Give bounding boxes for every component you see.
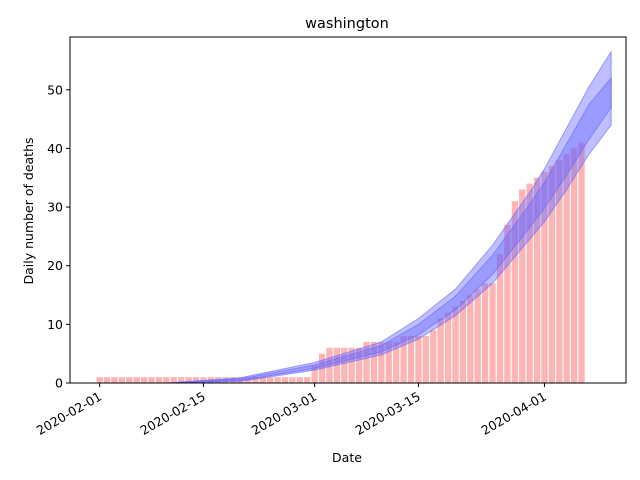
x-axis: 2020-02-01 2020-02-15 2020-03-01 2020-03-15… bbox=[34, 383, 549, 438]
bar bbox=[281, 377, 289, 383]
bar bbox=[459, 300, 467, 383]
bar bbox=[415, 336, 422, 383]
bar bbox=[133, 377, 140, 383]
bar bbox=[155, 377, 163, 383]
bar bbox=[541, 171, 548, 383]
bar bbox=[422, 336, 429, 383]
bar bbox=[103, 377, 111, 383]
bar bbox=[296, 377, 303, 383]
bar bbox=[96, 377, 103, 383]
bar bbox=[111, 377, 118, 383]
x-axis-label: Date bbox=[332, 450, 362, 465]
y-axis-label: Daily number of deaths bbox=[21, 137, 36, 284]
x-tick-label: 2020-04-01 bbox=[479, 389, 549, 438]
x-tick-label: 2020-03-01 bbox=[249, 389, 319, 438]
y-tick-label: 0 bbox=[55, 376, 63, 391]
bar bbox=[148, 377, 155, 383]
bar bbox=[356, 347, 363, 383]
bar bbox=[563, 154, 570, 383]
x-tick-label: 2020-03-15 bbox=[353, 389, 423, 438]
bar bbox=[385, 341, 392, 383]
bar bbox=[170, 377, 177, 383]
bar bbox=[370, 341, 378, 383]
bar bbox=[474, 289, 481, 383]
bar bbox=[192, 377, 200, 383]
bar bbox=[289, 377, 296, 383]
bar bbox=[400, 336, 407, 383]
y-tick-label: 50 bbox=[47, 82, 63, 97]
bar bbox=[326, 347, 333, 383]
bar bbox=[341, 347, 348, 383]
y-tick-label: 30 bbox=[47, 200, 63, 215]
bar bbox=[570, 148, 578, 383]
bar bbox=[378, 341, 385, 383]
y-tick-label: 20 bbox=[47, 258, 63, 273]
bar bbox=[452, 306, 459, 383]
y-tick-label: 40 bbox=[47, 141, 63, 156]
bar bbox=[496, 253, 504, 383]
x-tick-label: 2020-02-15 bbox=[138, 389, 208, 438]
bar bbox=[504, 224, 511, 383]
bar bbox=[274, 377, 281, 383]
bar bbox=[489, 283, 496, 383]
bar bbox=[526, 183, 533, 383]
bar bbox=[311, 365, 318, 383]
bar bbox=[259, 377, 266, 383]
bar bbox=[237, 377, 244, 383]
y-axis: 0 10 20 30 40 50 bbox=[47, 82, 70, 391]
bar bbox=[141, 377, 148, 383]
bar bbox=[185, 377, 192, 383]
chart-title: washington bbox=[305, 16, 389, 32]
bar bbox=[363, 341, 370, 383]
bar bbox=[548, 166, 555, 383]
bar bbox=[163, 377, 170, 383]
bar bbox=[348, 347, 355, 383]
bar bbox=[482, 283, 489, 383]
bar bbox=[252, 377, 259, 383]
bar bbox=[393, 341, 400, 383]
bar bbox=[304, 377, 311, 383]
bar bbox=[437, 318, 444, 383]
bar bbox=[511, 201, 518, 383]
bar bbox=[126, 377, 133, 383]
bar bbox=[444, 312, 452, 383]
confidence-band-inner bbox=[166, 76, 612, 384]
bar bbox=[578, 142, 585, 383]
bar bbox=[519, 189, 526, 383]
bar bbox=[229, 377, 237, 383]
bar bbox=[178, 377, 185, 383]
bars-layer bbox=[96, 142, 585, 383]
bar bbox=[430, 330, 437, 383]
x-tick-label: 2020-02-01 bbox=[34, 389, 104, 438]
plot-frame bbox=[69, 36, 627, 384]
bar bbox=[556, 160, 563, 383]
bar bbox=[267, 377, 274, 383]
y-tick-label: 10 bbox=[47, 317, 63, 332]
bands-layer bbox=[166, 49, 612, 384]
bar bbox=[407, 336, 415, 383]
bar bbox=[533, 177, 541, 383]
bar bbox=[467, 295, 474, 383]
bar bbox=[118, 377, 126, 383]
